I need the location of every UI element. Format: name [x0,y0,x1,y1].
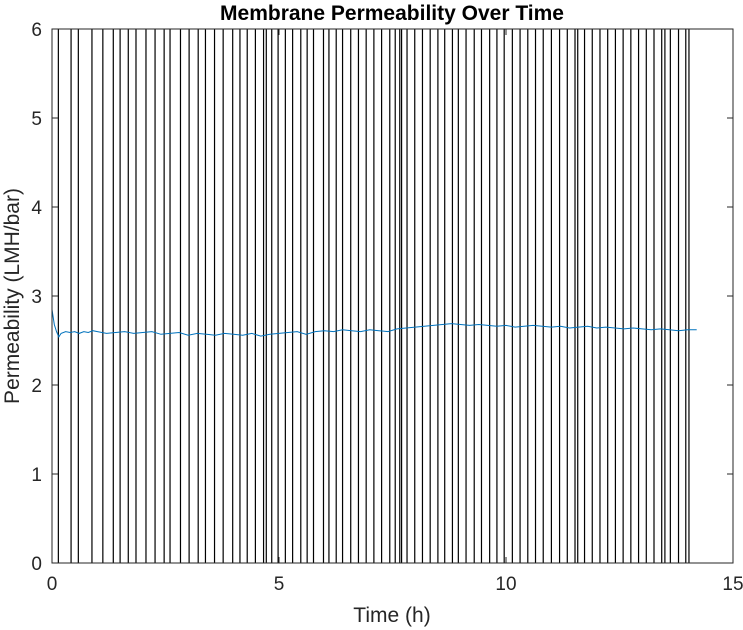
x-tick-label-2: 10 [495,574,516,595]
y-tick-label-1: 1 [31,465,42,486]
chart-title: Membrane Permeability Over Time [220,2,564,25]
x-tick-label-3: 15 [722,574,743,595]
y-tick-label-3: 3 [31,287,42,308]
plot-background [52,29,733,563]
vertical-markers [57,29,690,563]
y-tick-label-4: 4 [31,198,42,219]
series-layer [51,309,697,338]
x-axis-label: Time (h) [353,604,430,627]
x-tick-label-0: 0 [47,574,58,595]
x-tick-label-1: 5 [274,574,285,595]
ticks-layer: 0 5 10 15 0 1 2 3 4 5 6 [31,20,743,595]
y-axis-label: Permeability (LMH/bar) [1,188,24,404]
y-tick-label-0: 0 [31,554,42,575]
y-tick-label-5: 5 [31,109,42,130]
series-line-0 [51,309,697,338]
y-tick-label-2: 2 [31,376,42,397]
y-tick-label-6: 6 [31,20,42,41]
